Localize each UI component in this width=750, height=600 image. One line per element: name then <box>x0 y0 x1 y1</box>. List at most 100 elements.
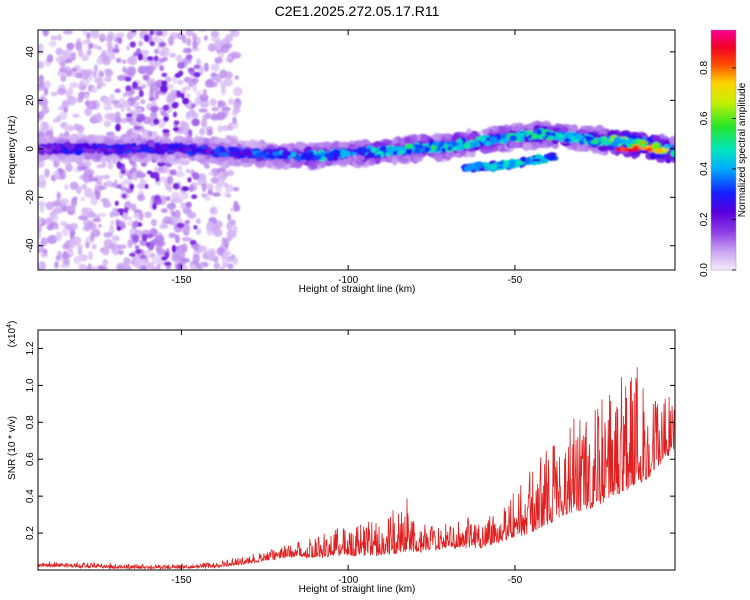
spectrogram-cell <box>109 211 115 219</box>
spectrogram-cell <box>62 49 70 56</box>
spectrogram-cell <box>546 141 554 147</box>
spectrogram-x-label: Height of straight line (km) <box>299 284 416 295</box>
spectrogram-cell <box>166 92 176 102</box>
snr-scale-label: (x104) <box>6 321 18 348</box>
spectrogram-cell <box>84 93 90 100</box>
spectrogram-cell <box>208 171 215 176</box>
spectrogram-cell <box>603 140 610 146</box>
spectrogram-cell <box>61 228 69 237</box>
spectrogram-cell <box>177 164 183 172</box>
spectrogram-cell <box>217 126 225 132</box>
spectrogram-cell <box>178 136 187 145</box>
spectrogram-cell <box>233 86 243 97</box>
spectrogram-cell <box>185 54 193 61</box>
spectrogram-cell <box>155 175 160 183</box>
spectrogram-cell <box>232 186 240 192</box>
spectrogram-cell <box>219 152 226 157</box>
spectrogram-cell <box>118 249 124 255</box>
spectrogram-cell <box>463 142 471 150</box>
spectrogram-cell <box>181 186 190 192</box>
spectrogram-cell <box>144 65 154 75</box>
spectrogram-cell <box>109 93 115 102</box>
spectrogram-cell <box>226 255 233 262</box>
spectrogram-cell <box>154 90 159 100</box>
spectrogram-cell <box>209 158 220 164</box>
spectrogram-cell <box>136 113 144 122</box>
spectrogram-cell <box>455 144 464 152</box>
spectrogram-cell <box>444 151 456 158</box>
spectrogram-cell <box>38 61 45 69</box>
spectrogram-cell <box>207 189 213 196</box>
spectrogram-cell <box>40 121 48 131</box>
spectrogram-cell <box>62 30 73 35</box>
spectrogram-cell <box>55 231 62 242</box>
y-tick-label: 0.2 <box>25 526 36 540</box>
spectrogram-cell <box>169 169 177 176</box>
spectrogram-cell <box>191 148 197 155</box>
spectrogram-cell <box>124 76 132 82</box>
snr-series-line <box>38 367 675 570</box>
snr-panel: 0.2 0.4 0.6 0.8 1.0 1.2 -150 -100 -50 Height of… <box>6 321 676 595</box>
spectrogram-cell <box>88 42 94 49</box>
spectrogram-cell <box>653 152 665 159</box>
spectrogram-cell <box>55 47 64 56</box>
spectrogram-cell <box>333 154 339 161</box>
spectrogram-cell <box>226 221 233 231</box>
colorbar-tick-label: 0.8 <box>699 61 710 75</box>
spectrogram-cell <box>126 45 131 51</box>
spectrogram-cell <box>62 149 73 155</box>
spectrogram-cell <box>67 86 74 96</box>
spectrogram-cell <box>195 218 201 225</box>
spectrogram-cell <box>82 30 87 36</box>
spectrogram-cell <box>132 235 140 243</box>
spectrogram-cell <box>38 74 45 85</box>
spectrogram-cell <box>663 144 670 150</box>
spectrogram-cell <box>181 243 188 254</box>
spectrogram-cell <box>149 87 154 94</box>
spectrogram-cell <box>187 67 195 73</box>
spectrogram-cell <box>206 221 214 227</box>
spectrogram-cell <box>153 144 163 149</box>
spectrogram-cell <box>227 213 232 221</box>
spectrogram-cell <box>192 33 197 42</box>
spectrogram-cell <box>191 77 199 84</box>
spectrogram-cell <box>152 36 160 43</box>
spectrogram-cell <box>379 146 388 151</box>
spectrogram-cell <box>166 175 174 185</box>
spectrogram-cell <box>169 52 177 58</box>
spectrogram-cell <box>295 141 307 150</box>
spectrogram-cell <box>171 102 179 109</box>
spectrogram-cell <box>156 30 164 37</box>
spectrogram-cell <box>42 30 49 37</box>
spectrogram-cell <box>277 161 285 169</box>
spectrogram-cell <box>627 147 634 152</box>
snr-y-label: SNR (10 * v/v) <box>7 416 18 480</box>
spectrogram-cell <box>652 141 660 148</box>
spectrogram-cell <box>50 35 58 41</box>
spectrogram-cell <box>131 30 137 33</box>
spectrogram-cell <box>643 141 648 146</box>
spectrogram-cell <box>82 160 92 167</box>
spectrogram-cell <box>504 160 509 166</box>
colorbar-ticks: 0.0 0.2 0.4 0.6 0.8 <box>699 61 736 277</box>
spectrogram-cell <box>192 253 200 264</box>
spectrogram-cell <box>53 224 59 230</box>
spectrogram-x-ticks: -150 -100 -50 <box>171 30 523 286</box>
spectrogram-cell <box>84 223 90 231</box>
spectrogram-cell <box>164 251 170 259</box>
spectrogram-cell <box>181 237 192 242</box>
spectrogram-cell <box>160 208 168 213</box>
spectrogram-cell <box>198 108 208 113</box>
spectrogram-cell <box>460 132 468 139</box>
spectrogram-cell <box>182 47 192 54</box>
spectrogram-cell <box>129 41 136 48</box>
spectrogram-cell <box>176 222 185 229</box>
spectrogram-cell <box>197 137 204 143</box>
spectrogram-cell <box>39 204 45 213</box>
spectrogram-cell <box>121 144 127 149</box>
spectrogram-cell <box>214 57 223 64</box>
spectrogram-cell <box>597 144 609 152</box>
spectrogram-cell <box>65 125 76 132</box>
spectrogram-cell <box>120 186 128 192</box>
spectrogram-cell <box>269 155 276 160</box>
